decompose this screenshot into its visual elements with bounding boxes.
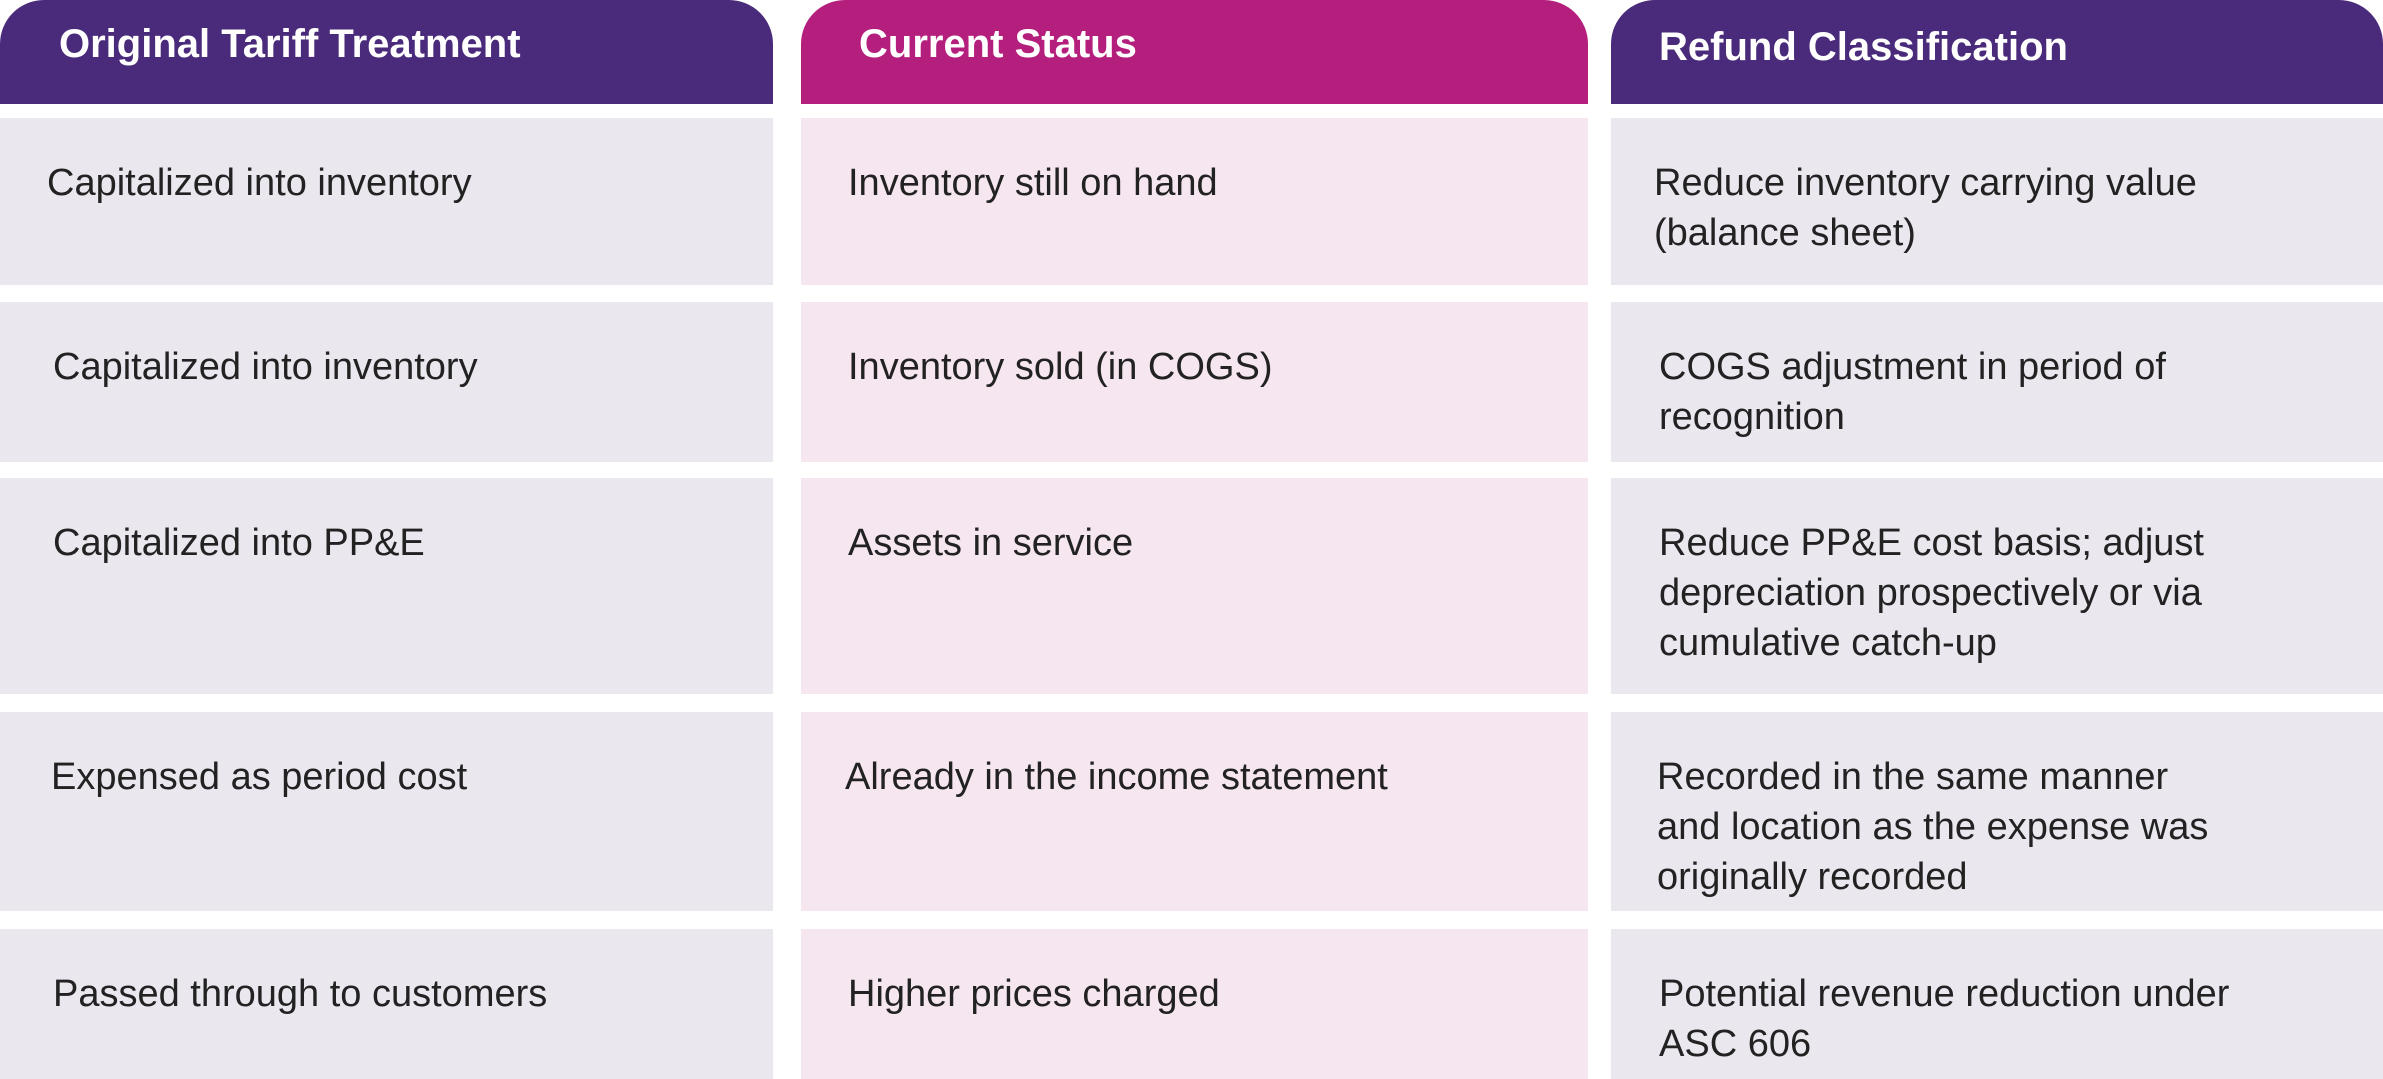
table-cell: Higher prices charged	[801, 929, 1588, 1079]
table-cell: Expensed as period cost	[0, 712, 773, 911]
table-cell: Assets in service	[801, 478, 1588, 694]
cell-text-line: ASC 606	[1659, 1023, 1812, 1065]
header-label: Original Tariff Treatment	[59, 21, 521, 66]
cell-text: Assets in service	[848, 522, 1134, 564]
cell-text-line: depreciation prospectively or via	[1659, 572, 2202, 614]
table-cell: Inventory sold (in COGS)	[801, 302, 1588, 462]
header-refund-classification: Refund Classification	[1611, 0, 2383, 104]
cell-text: Inventory still on hand	[848, 162, 1218, 204]
cell-text: Already in the income statement	[845, 756, 1388, 798]
column-original-tariff-treatment: Original Tariff Treatment Capitalized in…	[0, 0, 773, 1079]
header-current-status: Current Status	[801, 0, 1588, 104]
table-cell: Capitalized into inventory	[0, 302, 773, 462]
table-cell: Passed through to customers	[0, 929, 773, 1079]
cell-text-line: recognition	[1659, 396, 1845, 438]
cell-text: Inventory sold (in COGS)	[848, 346, 1273, 388]
cell-text: Capitalized into inventory	[53, 346, 478, 388]
header-label: Refund Classification	[1659, 24, 2068, 69]
cell-text-line: originally recorded	[1657, 856, 1968, 898]
cell-text: Expensed as period cost	[51, 756, 468, 798]
cell-text-line: Reduce PP&E cost basis; adjust	[1659, 522, 2204, 564]
table-cell: Reduce inventory carrying value (balance…	[1611, 118, 2383, 285]
table-cell: COGS adjustment in period of recognition	[1611, 302, 2383, 462]
table-cell: Capitalized into inventory	[0, 118, 773, 285]
cell-text: Capitalized into PP&E	[53, 522, 425, 564]
header-label: Current Status	[859, 21, 1137, 66]
cell-text-line: cumulative catch-up	[1659, 622, 1997, 664]
header-original-tariff-treatment: Original Tariff Treatment	[0, 0, 773, 104]
table-cell: Capitalized into PP&E	[0, 478, 773, 694]
column-current-status: Current Status Inventory still on hand I…	[801, 0, 1588, 1079]
table-cell: Already in the income statement	[801, 712, 1588, 911]
table-cell: Potential revenue reduction under ASC 60…	[1611, 929, 2383, 1079]
cell-text-line: Reduce inventory carrying value	[1654, 162, 2197, 204]
cell-text-line: COGS adjustment in period of	[1659, 346, 2166, 388]
cell-text-line: and location as the expense was	[1657, 806, 2209, 848]
cell-text-line: Recorded in the same manner	[1657, 756, 2169, 798]
table-cell: Reduce PP&E cost basis; adjust depreciat…	[1611, 478, 2383, 694]
cell-text: Higher prices charged	[848, 973, 1220, 1015]
cell-text-line: (balance sheet)	[1654, 212, 1916, 254]
table-cell: Recorded in the same manner and location…	[1611, 712, 2383, 911]
column-refund-classification: Refund Classification Reduce inventory c…	[1611, 0, 2383, 1079]
table-cell: Inventory still on hand	[801, 118, 1588, 285]
cell-text-line: Potential revenue reduction under	[1659, 973, 2230, 1015]
cell-text: Passed through to customers	[53, 973, 548, 1015]
cell-text: Capitalized into inventory	[47, 162, 472, 204]
